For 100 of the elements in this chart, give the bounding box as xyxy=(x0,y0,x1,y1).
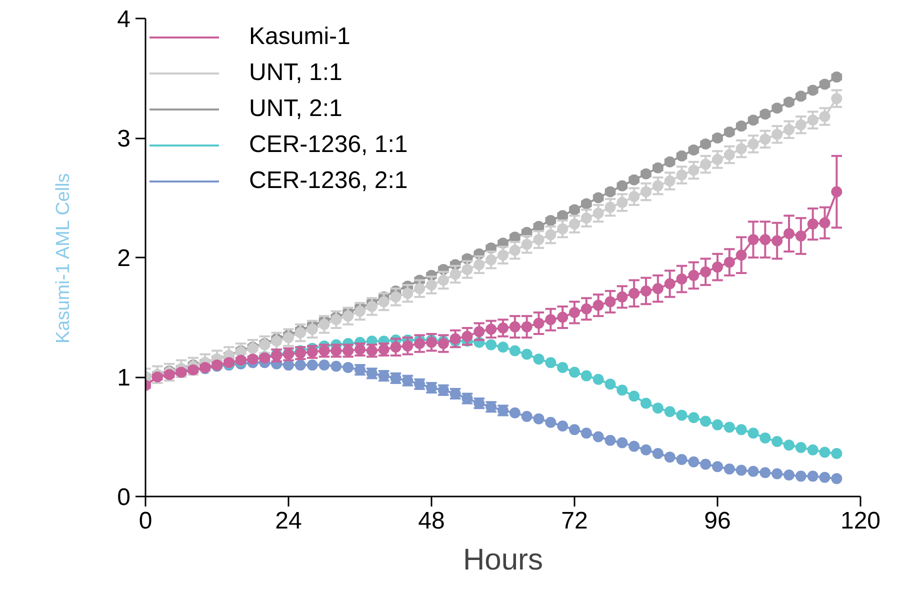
point xyxy=(486,254,497,266)
point xyxy=(784,124,794,136)
point xyxy=(580,303,592,314)
point xyxy=(772,468,783,480)
point xyxy=(688,456,700,468)
point xyxy=(498,322,508,334)
point xyxy=(450,268,461,280)
point xyxy=(604,434,616,446)
point xyxy=(640,285,652,296)
point xyxy=(712,419,723,430)
point xyxy=(688,270,700,281)
point xyxy=(736,143,747,154)
point xyxy=(760,467,771,478)
point xyxy=(724,464,735,475)
point xyxy=(807,470,818,482)
x-tick-label: 96 xyxy=(704,508,731,534)
point xyxy=(438,274,449,286)
legend-label: UNT, 1:1 xyxy=(249,59,342,87)
point xyxy=(795,470,806,482)
point xyxy=(784,470,794,480)
point xyxy=(557,362,568,373)
point xyxy=(700,158,712,170)
point xyxy=(462,264,473,275)
y-axis-title: Kasumi-1 AML Cells xyxy=(53,173,74,344)
point xyxy=(652,283,664,294)
point xyxy=(640,444,652,456)
y-tick-label: 0 xyxy=(117,484,131,511)
legend-label: CER-1236, 2:1 xyxy=(249,167,408,195)
point xyxy=(748,466,759,477)
point xyxy=(533,354,544,365)
point xyxy=(509,407,520,418)
point xyxy=(784,440,794,451)
point xyxy=(557,223,568,234)
point xyxy=(378,296,390,308)
point xyxy=(450,333,461,344)
point xyxy=(664,406,676,418)
point xyxy=(557,420,568,432)
x-axis-title: Hours xyxy=(462,544,544,576)
point xyxy=(819,217,830,228)
point xyxy=(831,93,842,104)
point xyxy=(807,444,818,456)
x-tick-label: 48 xyxy=(418,508,445,534)
point xyxy=(652,402,664,414)
point xyxy=(795,119,806,130)
point xyxy=(664,176,676,187)
point xyxy=(700,458,712,470)
x-tick-label: 0 xyxy=(138,508,152,534)
point xyxy=(795,442,806,453)
point xyxy=(736,250,747,261)
point xyxy=(545,416,556,428)
point xyxy=(760,234,771,246)
point xyxy=(736,424,747,436)
point xyxy=(569,424,580,436)
point xyxy=(521,321,532,332)
point xyxy=(616,437,628,448)
point xyxy=(486,324,497,335)
point xyxy=(652,180,664,192)
point xyxy=(533,318,544,329)
point xyxy=(807,218,818,230)
point xyxy=(724,256,735,268)
point xyxy=(486,339,497,350)
point xyxy=(580,428,592,439)
point xyxy=(342,362,354,373)
point xyxy=(628,191,640,202)
point xyxy=(462,330,473,342)
point xyxy=(664,278,676,290)
point xyxy=(390,342,402,353)
point xyxy=(676,274,688,284)
point xyxy=(760,432,771,444)
point xyxy=(628,288,640,299)
point xyxy=(724,149,735,160)
point xyxy=(676,170,688,181)
point xyxy=(831,448,842,459)
point xyxy=(498,342,508,353)
point xyxy=(772,436,783,448)
point xyxy=(509,345,520,356)
x-tick-label: 24 xyxy=(275,508,302,534)
point xyxy=(533,234,544,246)
point xyxy=(628,440,640,452)
point xyxy=(652,448,664,459)
legend-label: CER-1236, 1:1 xyxy=(249,131,408,159)
point xyxy=(795,230,806,242)
point xyxy=(545,314,556,326)
point xyxy=(772,235,783,246)
point xyxy=(426,336,437,348)
point xyxy=(784,228,794,240)
point xyxy=(688,164,700,176)
point xyxy=(724,422,735,433)
point xyxy=(616,291,628,302)
point xyxy=(700,266,712,278)
point xyxy=(819,472,830,483)
point xyxy=(736,464,747,476)
y-tick-label: 2 xyxy=(117,245,131,272)
point xyxy=(592,300,604,311)
point xyxy=(700,416,712,427)
point xyxy=(616,197,628,208)
x-tick-label: 120 xyxy=(840,508,881,534)
point xyxy=(474,326,485,338)
point xyxy=(688,412,700,424)
point xyxy=(772,128,783,140)
